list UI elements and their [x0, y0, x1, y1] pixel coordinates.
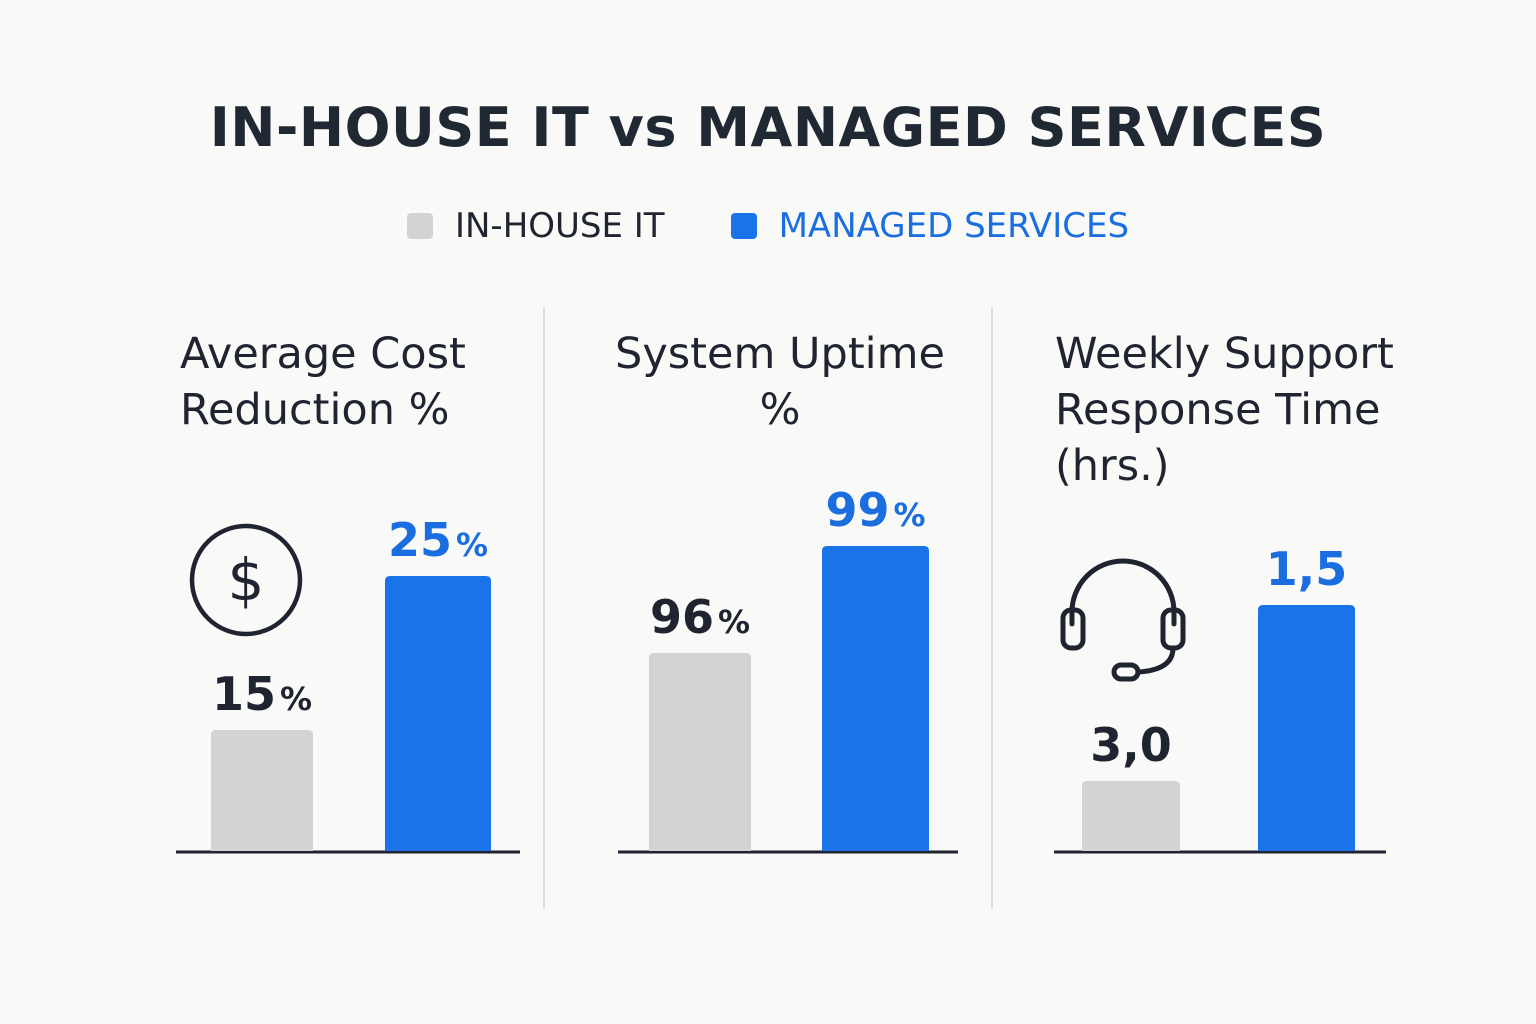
data-label: 96% — [650, 590, 750, 644]
legend-label-managed: MANAGED SERVICES — [778, 206, 1130, 246]
panel-title-uptime: System Uptime % — [600, 326, 960, 438]
legend-item-in-house: IN-HOUSE IT — [406, 206, 665, 246]
panel-divider — [991, 308, 993, 908]
svg-text:$: $ — [228, 546, 265, 614]
panel-title-line: (hrs.) — [1055, 441, 1170, 491]
data-label: 1,5 — [1266, 542, 1348, 596]
legend-label-in-house: IN-HOUSE IT — [454, 206, 665, 246]
bar-in-house — [649, 653, 751, 851]
panel-title-cost: Average Cost Reduction % — [180, 326, 466, 438]
panel-title-line: Reduction % — [180, 385, 450, 435]
legend-item-managed: MANAGED SERVICES — [730, 206, 1130, 246]
panel-title-line: System Uptime — [615, 329, 945, 379]
legend: IN-HOUSE IT MANAGED SERVICES — [0, 206, 1536, 246]
panel-title-line: % — [759, 385, 801, 435]
data-label: 99% — [825, 483, 925, 537]
page-title: IN-HOUSE IT vs MANAGED SERVICES — [209, 96, 1327, 159]
bar-managed — [1258, 605, 1355, 851]
panel-title-response: Weekly Support Response Time (hrs.) — [1055, 326, 1394, 494]
panel-divider — [543, 308, 545, 908]
bar-managed — [822, 546, 929, 851]
panel-title-line: Weekly Support — [1055, 329, 1394, 379]
data-label: 25% — [388, 513, 488, 567]
headset-icon — [1060, 558, 1186, 682]
bar-in-house — [211, 730, 313, 851]
dollar-circle-icon: $ — [189, 523, 303, 637]
panel-title-line: Average Cost — [180, 329, 466, 379]
bar-managed — [385, 576, 491, 851]
panel-title-line: Response Time — [1055, 385, 1381, 435]
data-label: 3,0 — [1090, 718, 1172, 772]
legend-swatch-in-house — [406, 213, 433, 239]
data-label: 15% — [212, 667, 312, 721]
legend-swatch-managed — [730, 213, 757, 239]
bar-in-house — [1082, 781, 1180, 851]
